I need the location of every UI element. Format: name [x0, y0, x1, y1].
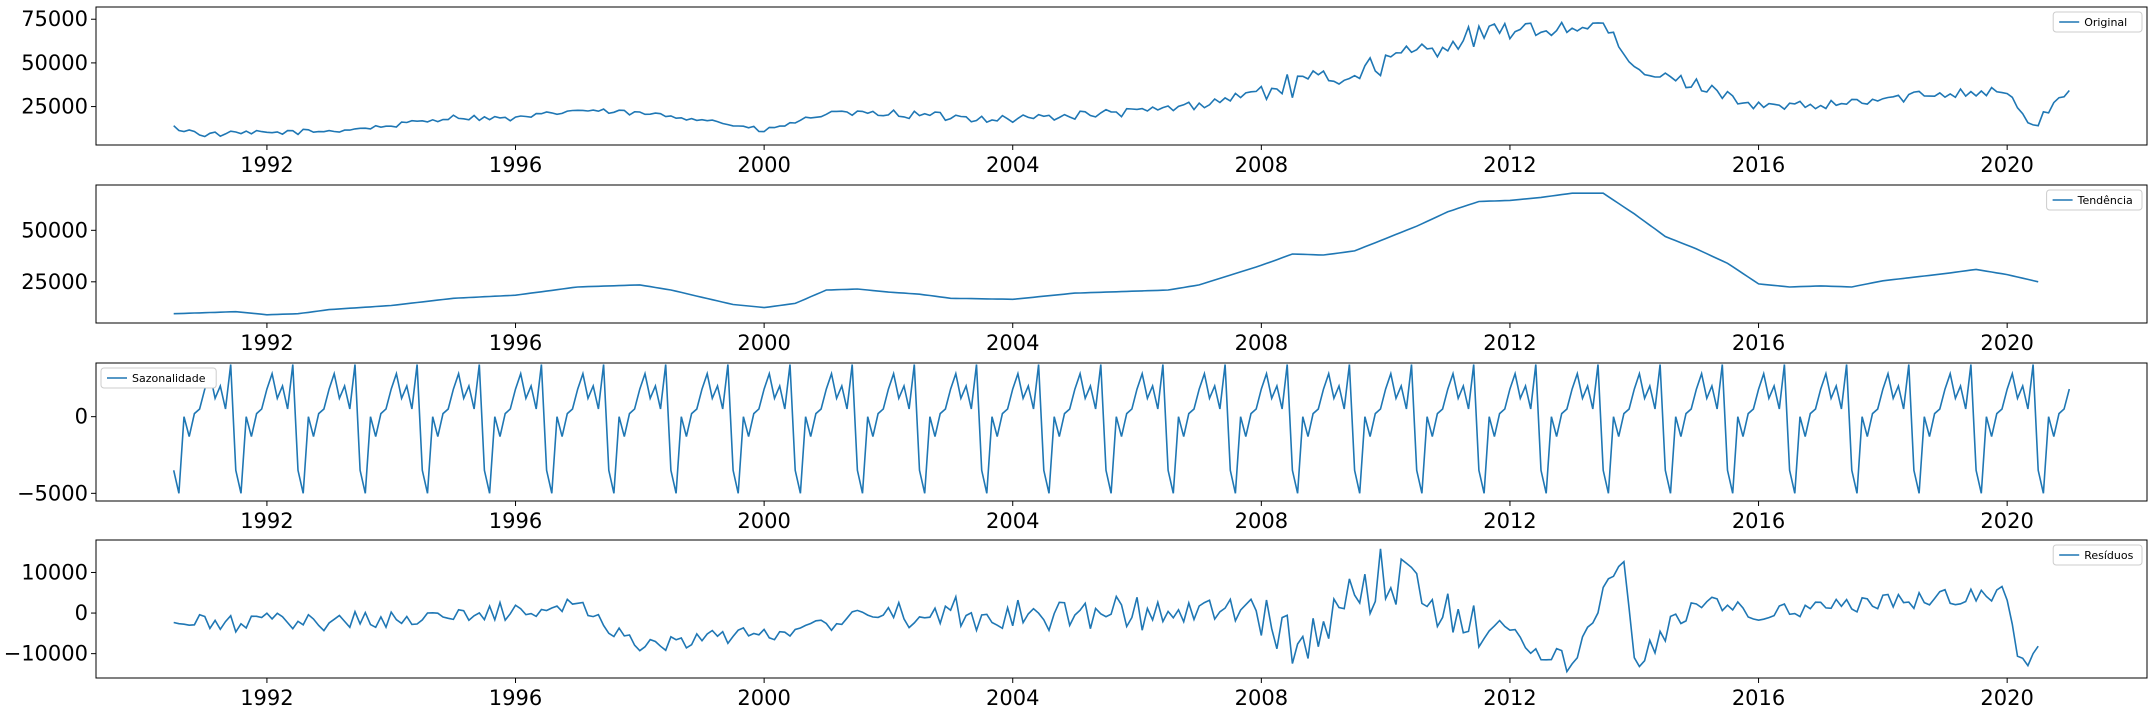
- legend: Sazonalidade: [100, 367, 217, 389]
- x-tick-label: 2004: [986, 153, 1039, 177]
- legend: Resíduos: [2052, 544, 2143, 566]
- x-tick-label: 2008: [1235, 153, 1288, 177]
- x-tick-label: 2004: [986, 509, 1039, 533]
- x-tick-label: 2020: [1980, 331, 2033, 355]
- series-line: [173, 548, 2039, 674]
- series-line: [172, 364, 2071, 494]
- legend-label: Resíduos: [2084, 549, 2133, 562]
- legend: Original: [2052, 11, 2143, 33]
- x-tick-label: 2016: [1732, 686, 1785, 710]
- panel-1: 1992 1996 2000 2004 2008 2012 2016 2020 25000 500…: [21, 6, 2148, 177]
- x-tick-label: 2008: [1235, 509, 1288, 533]
- y-tick-label: 75000: [21, 7, 88, 31]
- x-tick-label: 2012: [1483, 331, 1536, 355]
- x-tick-label: 1996: [489, 686, 542, 710]
- y-tick-label: 10000: [21, 560, 88, 584]
- x-tick-label: 2008: [1235, 331, 1288, 355]
- legend-label: Original: [2084, 16, 2127, 29]
- y-tick-label: 0: [75, 601, 88, 625]
- x-tick-label: 1996: [489, 509, 542, 533]
- x-tick-label: 1992: [240, 686, 293, 710]
- y-tick-label: 0: [75, 405, 88, 429]
- y-tick-label: −10000: [4, 642, 88, 666]
- x-tick-label: 1996: [489, 331, 542, 355]
- axes-frame: [95, 184, 2148, 324]
- x-tick-label: 1992: [240, 509, 293, 533]
- axes-frame: [95, 362, 2148, 502]
- x-tick-label: 2000: [737, 686, 790, 710]
- x-tick-label: 2000: [737, 331, 790, 355]
- panel-3: 1992 1996 2000 2004 2008 2012 2016 2020 0 −5000 Sa…: [17, 362, 2148, 533]
- x-tick-label: 2020: [1980, 686, 2033, 710]
- x-tick-label: 2016: [1732, 153, 1785, 177]
- legend-box: [100, 367, 217, 389]
- x-tick-label: 2012: [1483, 686, 1536, 710]
- y-tick-label: 50000: [21, 51, 88, 75]
- panel-2: 1992 1996 2000 2004 2008 2012 2016 2020 25000 500…: [21, 184, 2148, 355]
- series-line: [173, 20, 2070, 138]
- x-tick-label: 1992: [240, 331, 293, 355]
- legend-box: [2046, 189, 2143, 211]
- legend-box: [2052, 544, 2143, 566]
- x-tick-label: 2020: [1980, 153, 2033, 177]
- panel-4: 1992 1996 2000 2004 2008 2012 2016 2020 10000 0 −1…: [4, 539, 2148, 710]
- x-tick-label: 2000: [737, 509, 790, 533]
- x-tick-label: 1996: [489, 153, 542, 177]
- x-tick-label: 2016: [1732, 331, 1785, 355]
- series-line: [173, 192, 2039, 316]
- x-tick-label: 2004: [986, 331, 1039, 355]
- y-tick-label: 25000: [21, 270, 88, 294]
- x-tick-label: 2004: [986, 686, 1039, 710]
- x-tick-label: 2012: [1483, 509, 1536, 533]
- x-tick-label: 2000: [737, 153, 790, 177]
- legend-box: [2052, 11, 2143, 33]
- legend: Tendência: [2046, 189, 2143, 211]
- axes-frame: [95, 6, 2148, 146]
- y-tick-label: 25000: [21, 95, 88, 119]
- x-tick-label: 2016: [1732, 509, 1785, 533]
- x-tick-label: 2020: [1980, 509, 2033, 533]
- x-tick-label: 2008: [1235, 686, 1288, 710]
- legend-label: Sazonalidade: [132, 372, 206, 385]
- axes-frame: [95, 539, 2148, 679]
- x-tick-label: 2012: [1483, 153, 1536, 177]
- legend-label: Tendência: [2077, 194, 2133, 207]
- y-tick-label: 50000: [21, 218, 88, 242]
- y-tick-label: −5000: [17, 481, 88, 505]
- x-tick-label: 1992: [240, 153, 293, 177]
